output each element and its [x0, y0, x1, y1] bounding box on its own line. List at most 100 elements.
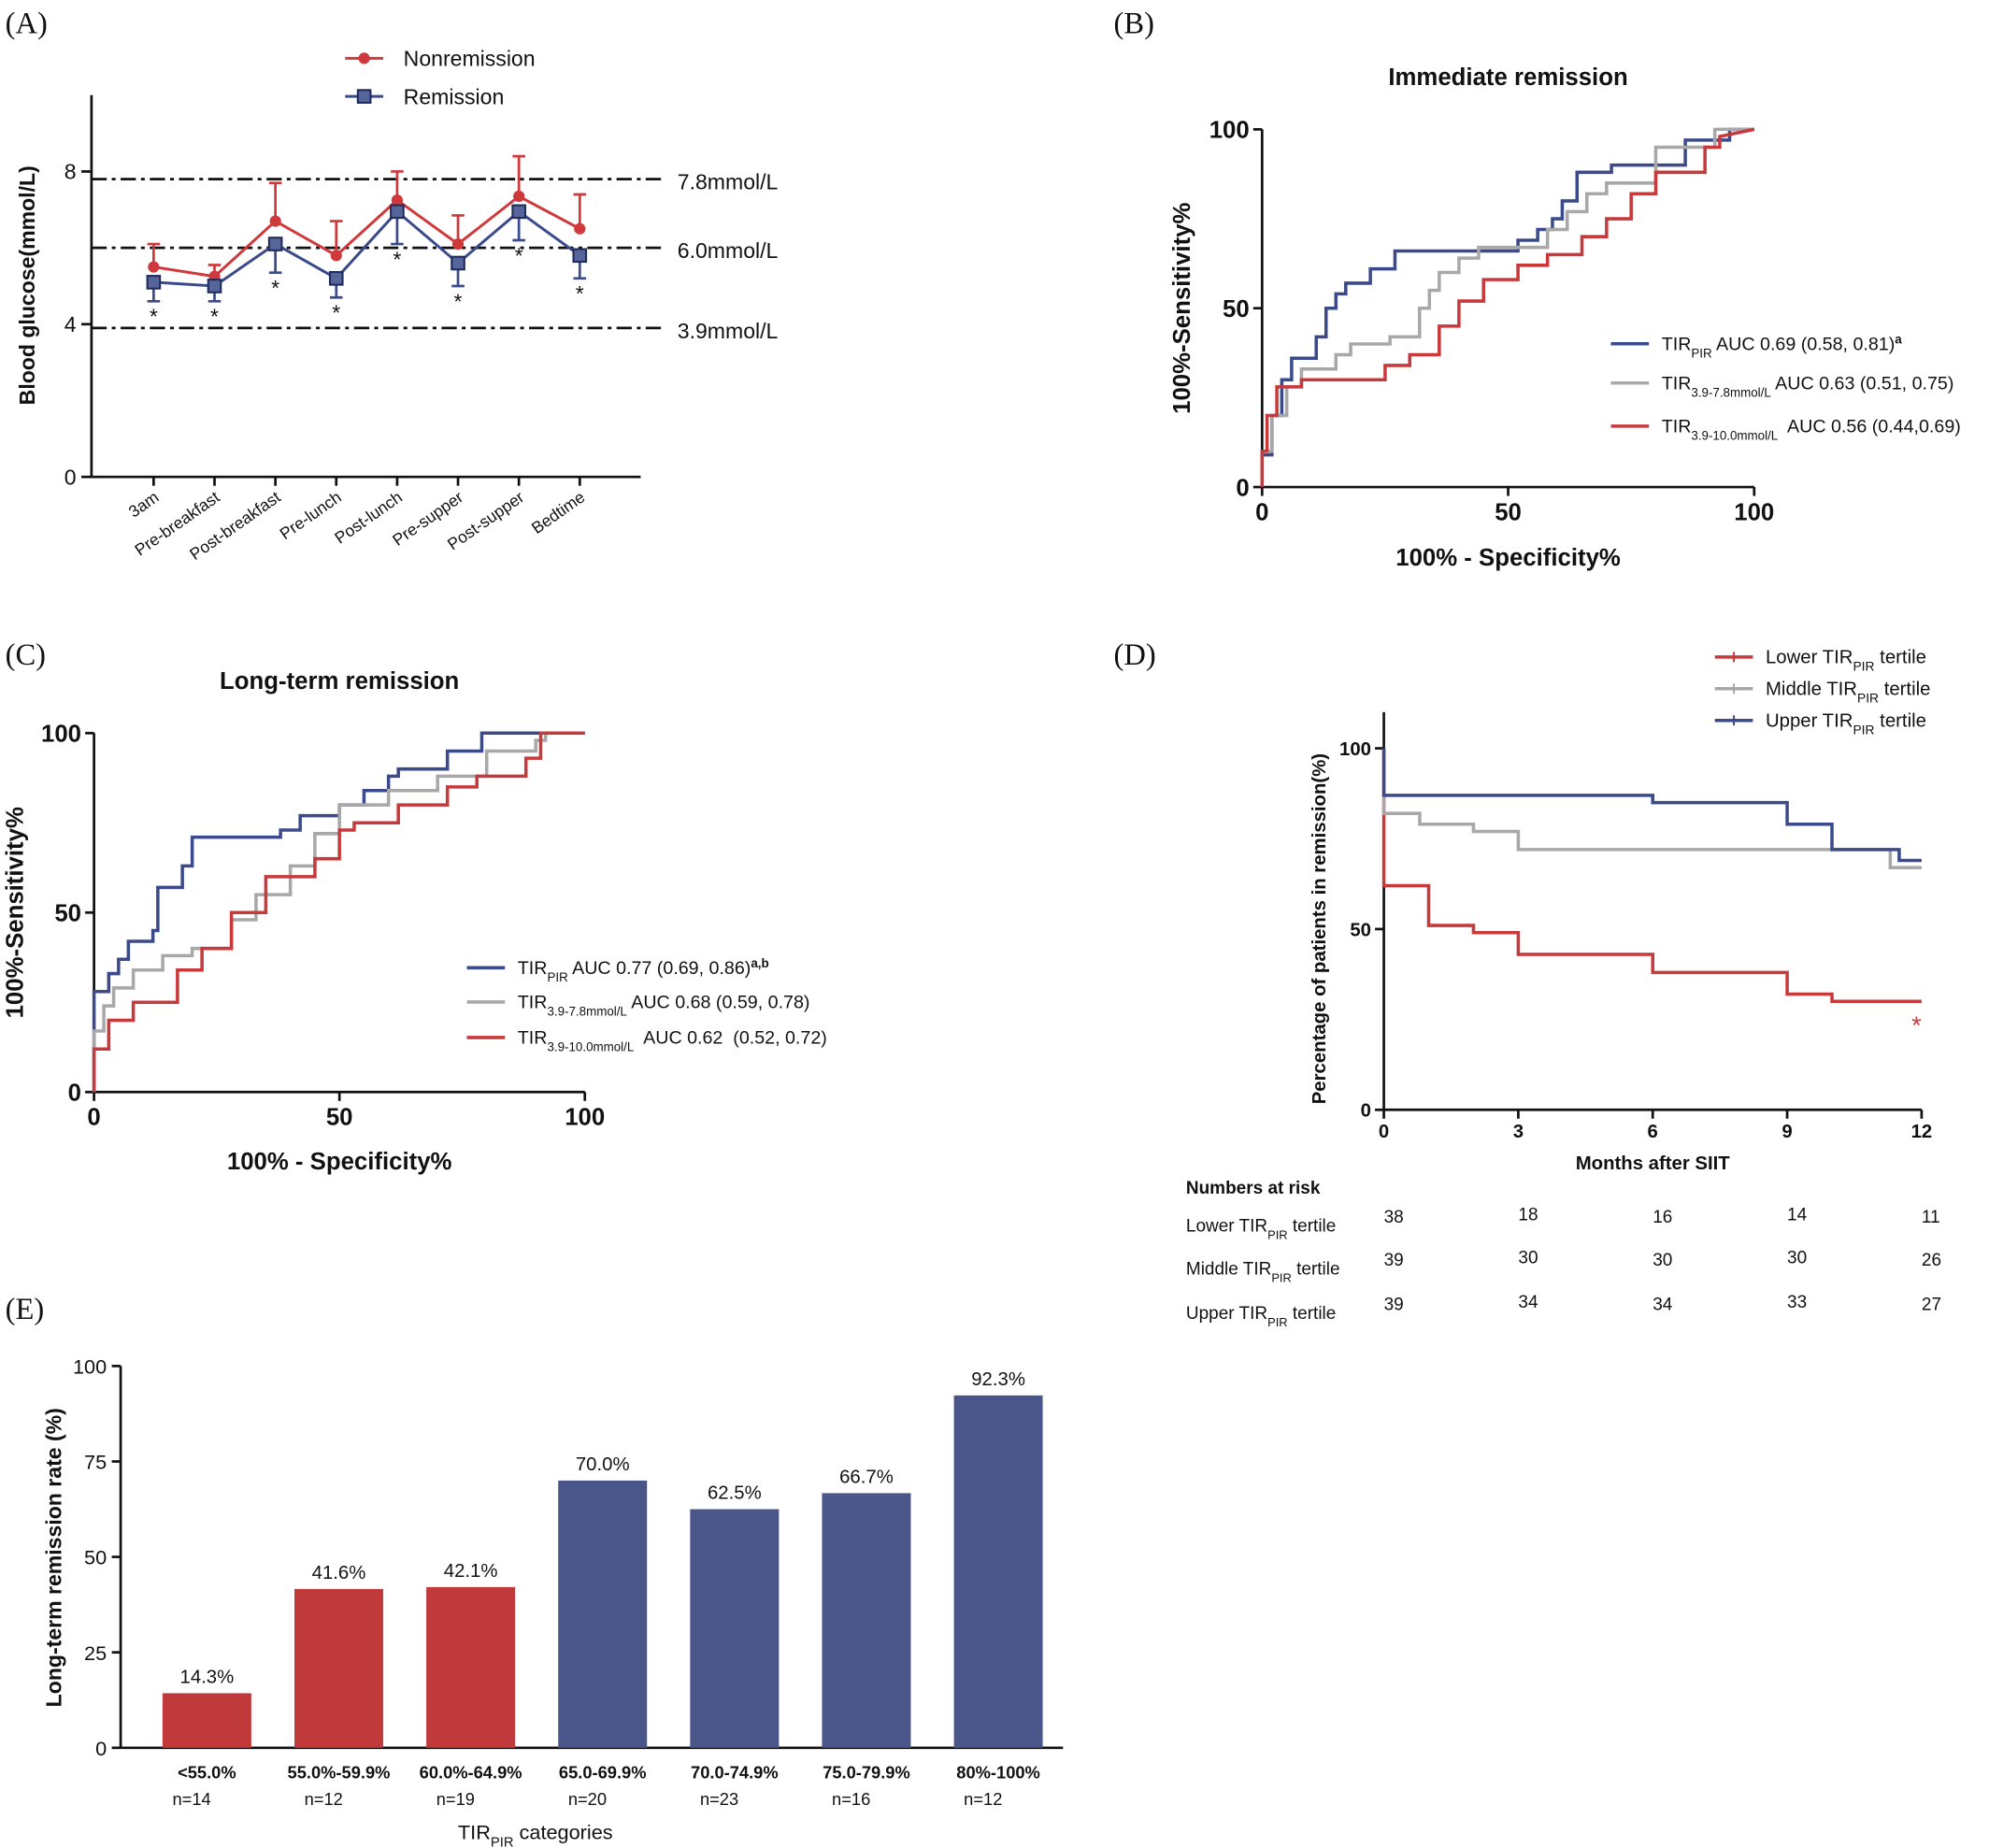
risk-value: 34 — [1653, 1296, 1672, 1315]
risk-row-label-part: Lower TIR — [1186, 1217, 1267, 1237]
legend-label-part: AUC 0.68 (0.59, 0.78) — [627, 993, 810, 1013]
risk-row-label-part: tertile — [1292, 1260, 1340, 1280]
x-tick-label: 3 — [1513, 1122, 1524, 1142]
bar — [690, 1509, 780, 1748]
point — [574, 222, 586, 235]
x-tick-label: 80%-100% — [956, 1762, 1040, 1782]
bar — [293, 1588, 383, 1748]
y-tick-label: 0 — [68, 1081, 81, 1107]
legend-label: TIR3.9-7.8mmol/L AUC 0.68 (0.59, 0.78) — [518, 993, 810, 1018]
legend-label-part: a — [1895, 332, 1902, 346]
legend-label: Lower TIRPIR tertile — [1766, 648, 1926, 674]
series-line — [1381, 748, 1922, 863]
x-tick-label: 75.0-79.9% — [823, 1762, 910, 1782]
risk-row-label-part: Upper TIR — [1186, 1304, 1267, 1324]
value-label: 14.3% — [180, 1668, 235, 1688]
point — [391, 193, 404, 207]
y-tick-label: 100 — [1339, 739, 1371, 760]
y-tick-label: 100 — [1209, 118, 1250, 144]
legend-label: Remission — [404, 84, 505, 108]
x-sublabel: n=20 — [568, 1789, 607, 1809]
point — [390, 204, 405, 220]
x-tick-label: 0 — [1255, 499, 1268, 525]
x-tick-label: 12 — [1911, 1122, 1933, 1142]
x-axis-label-part: PIR — [491, 1836, 514, 1848]
chart-title: Immediate remission — [1388, 64, 1627, 91]
legend-label-part: a,b — [751, 956, 768, 970]
legend-label: Middle TIRPIR tertile — [1766, 680, 1930, 706]
panel-label: (B) — [1114, 7, 1154, 40]
risk-value: 11 — [1922, 1208, 1940, 1227]
risk-value: 38 — [1384, 1208, 1404, 1227]
x-tick-label: 3am — [125, 488, 163, 522]
x-sublabel: n=23 — [700, 1789, 738, 1809]
legend-label: TIR3.9-10.0mmol/L AUC 0.56 (0.44,0.69) — [1662, 417, 1961, 443]
bar — [162, 1693, 251, 1748]
risk-value: 18 — [1518, 1205, 1538, 1225]
point — [267, 236, 283, 251]
legend-label-part: TIR — [1662, 374, 1692, 394]
y-tick-label: 50 — [84, 1546, 107, 1569]
y-tick-label: 4 — [64, 312, 77, 337]
risk-value: 30 — [1518, 1248, 1538, 1268]
y-axis-label: 100%-Sensitivity% — [1169, 203, 1195, 414]
y-tick-label: 0 — [64, 465, 77, 489]
risk-row-label-part: tertile — [1288, 1304, 1337, 1324]
reference-label: 7.8mmol/L — [678, 169, 779, 193]
x-axis-label: Months after SIIT — [1576, 1153, 1731, 1174]
x-tick-label: 0 — [1379, 1122, 1389, 1142]
x-tick-label: 55.0%-59.9% — [288, 1762, 391, 1782]
point — [330, 250, 342, 262]
legend-label-part: TIR — [1662, 417, 1692, 437]
significance-mark: * — [393, 247, 401, 271]
point — [328, 271, 344, 286]
value-label: 70.0% — [576, 1454, 630, 1475]
risk-value: 30 — [1787, 1248, 1807, 1268]
legend-label-part: Lower TIR — [1766, 648, 1853, 668]
reference-label: 3.9mmol/L — [678, 319, 779, 343]
series-line — [92, 731, 585, 1093]
bar — [822, 1493, 911, 1748]
point — [451, 237, 465, 251]
x-axis-label-part: categories — [513, 1821, 612, 1844]
series-line — [92, 731, 585, 1093]
risk-row-label-part: PIR — [1267, 1227, 1288, 1241]
risk-row-label-part: PIR — [1271, 1270, 1292, 1284]
legend-label: Nonremission — [404, 47, 536, 71]
y-axis-label: Blood glucose(mmol/L) — [15, 165, 39, 405]
y-tick-label: 8 — [64, 160, 77, 184]
series-line — [153, 194, 580, 279]
bar — [426, 1586, 516, 1748]
error-bar — [268, 181, 282, 222]
legend-label-part: TIR — [518, 1028, 548, 1049]
x-tick-label: 100 — [1734, 499, 1774, 525]
legend-label-part: PIR — [1853, 659, 1874, 674]
bar — [558, 1480, 648, 1748]
point — [207, 279, 222, 294]
legend-label-part: tertile — [1875, 711, 1926, 732]
series-line — [92, 731, 585, 1093]
legend-label-part: TIR — [518, 993, 548, 1013]
x-sublabel: n=19 — [436, 1789, 475, 1809]
y-axis-label: Long-term remission rate (%) — [41, 1408, 65, 1707]
legend-label-part: PIR — [1857, 691, 1879, 706]
x-tick-label: 0 — [87, 1105, 100, 1131]
value-label: 92.3% — [971, 1369, 1025, 1390]
legend-label-part: AUC 0.69 (0.58, 0.81) — [1712, 335, 1896, 355]
legend-marker — [356, 89, 372, 104]
error-bar — [512, 154, 525, 197]
y-tick-label: 0 — [1361, 1101, 1371, 1122]
risk-value: 39 — [1384, 1296, 1404, 1315]
legend-label-part: Middle TIR — [1766, 680, 1857, 700]
x-axis-label: 100% - Specificity% — [1395, 545, 1621, 571]
risk-row-label-part: PIR — [1267, 1315, 1288, 1329]
legend-marker — [358, 52, 370, 64]
legend-label-part: AUC 0.77 (0.69, 0.86) — [568, 958, 751, 979]
risk-row-label-part: tertile — [1288, 1217, 1337, 1237]
risk-value: 16 — [1653, 1208, 1672, 1227]
significance-mark: * — [150, 305, 158, 329]
legend-label: TIRPIR AUC 0.77 (0.69, 0.86)a,b — [518, 956, 769, 984]
legend-label: TIR3.9-10.0mmol/L AUC 0.62 (0.52, 0.72) — [518, 1028, 827, 1054]
bar — [953, 1395, 1043, 1748]
